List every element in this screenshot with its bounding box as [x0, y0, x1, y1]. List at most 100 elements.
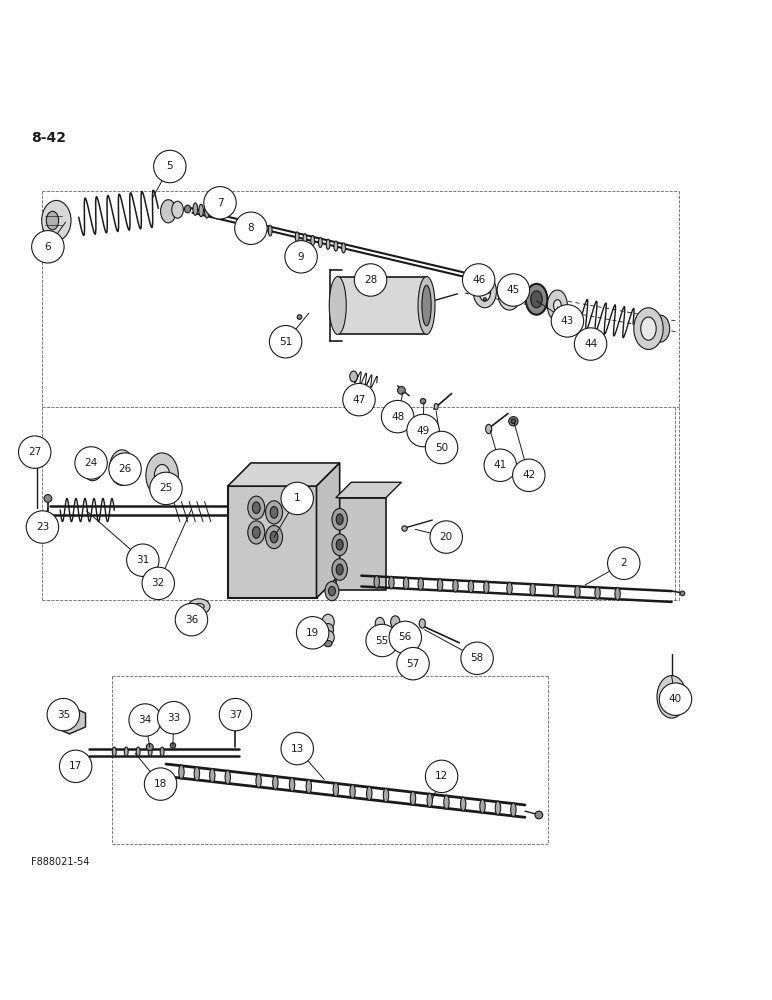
Text: 36: 36 [185, 615, 198, 625]
Ellipse shape [634, 308, 663, 349]
Ellipse shape [323, 624, 334, 636]
Circle shape [461, 642, 493, 674]
Circle shape [19, 436, 51, 468]
Ellipse shape [266, 525, 283, 549]
Ellipse shape [161, 200, 176, 223]
Ellipse shape [452, 580, 458, 592]
Ellipse shape [146, 744, 153, 751]
Text: 33: 33 [167, 713, 181, 723]
Ellipse shape [322, 614, 334, 630]
Ellipse shape [336, 564, 343, 575]
Ellipse shape [498, 278, 521, 310]
Ellipse shape [295, 232, 300, 242]
Ellipse shape [225, 770, 230, 784]
Ellipse shape [160, 747, 164, 756]
Ellipse shape [44, 495, 52, 502]
Ellipse shape [483, 282, 486, 285]
Text: 56: 56 [398, 632, 412, 642]
Text: 31: 31 [136, 555, 150, 565]
Ellipse shape [367, 786, 372, 800]
Circle shape [281, 482, 313, 515]
Circle shape [154, 150, 186, 183]
Bar [336, 498, 386, 590]
Ellipse shape [422, 285, 431, 326]
Ellipse shape [496, 801, 500, 815]
Ellipse shape [252, 527, 260, 538]
Ellipse shape [411, 791, 415, 805]
Ellipse shape [195, 603, 204, 610]
Ellipse shape [170, 743, 175, 748]
Ellipse shape [530, 583, 535, 596]
Text: 20: 20 [439, 532, 453, 542]
Text: 48: 48 [391, 412, 405, 422]
Ellipse shape [487, 290, 490, 293]
Ellipse shape [324, 641, 332, 647]
Text: 2: 2 [621, 558, 627, 568]
Ellipse shape [479, 290, 482, 293]
Circle shape [425, 431, 458, 464]
Ellipse shape [252, 222, 256, 232]
Text: 8: 8 [248, 223, 254, 233]
Text: 57: 57 [406, 659, 420, 669]
Ellipse shape [680, 591, 685, 596]
Text: 58: 58 [470, 653, 484, 663]
Ellipse shape [383, 788, 388, 802]
Text: 41: 41 [493, 460, 507, 470]
Circle shape [366, 624, 398, 657]
Text: 5: 5 [167, 161, 173, 171]
Circle shape [513, 459, 545, 492]
Ellipse shape [554, 300, 561, 311]
Ellipse shape [553, 585, 558, 597]
Ellipse shape [333, 783, 338, 797]
Ellipse shape [506, 582, 513, 595]
Circle shape [551, 305, 584, 337]
Polygon shape [228, 463, 340, 486]
Circle shape [574, 328, 607, 360]
Ellipse shape [526, 284, 547, 315]
Circle shape [659, 683, 692, 715]
Ellipse shape [112, 747, 116, 756]
Ellipse shape [188, 599, 210, 614]
Text: 46: 46 [472, 275, 486, 285]
Circle shape [75, 447, 107, 479]
Ellipse shape [419, 619, 425, 628]
Ellipse shape [437, 579, 442, 591]
Ellipse shape [266, 501, 283, 524]
Ellipse shape [468, 580, 473, 593]
Text: 35: 35 [56, 710, 70, 720]
Circle shape [430, 521, 462, 553]
Text: 40: 40 [669, 694, 682, 704]
Text: 47: 47 [352, 395, 366, 405]
Ellipse shape [332, 559, 347, 580]
Ellipse shape [185, 205, 191, 213]
Text: 42: 42 [522, 470, 536, 480]
Ellipse shape [398, 387, 405, 394]
Ellipse shape [594, 587, 601, 599]
Text: 34: 34 [138, 715, 152, 725]
Text: 25: 25 [159, 483, 173, 493]
Text: 51: 51 [279, 337, 293, 347]
Ellipse shape [486, 424, 492, 434]
Ellipse shape [245, 220, 249, 231]
Ellipse shape [547, 290, 567, 321]
Circle shape [142, 567, 174, 600]
Ellipse shape [306, 780, 311, 793]
Ellipse shape [237, 218, 241, 229]
Text: 17: 17 [69, 761, 83, 771]
Ellipse shape [375, 617, 384, 630]
Circle shape [175, 603, 208, 636]
Polygon shape [317, 463, 340, 598]
Circle shape [497, 274, 530, 306]
Circle shape [235, 212, 267, 244]
Ellipse shape [479, 799, 485, 813]
Ellipse shape [260, 223, 264, 234]
Ellipse shape [248, 496, 265, 519]
Ellipse shape [326, 239, 330, 249]
Ellipse shape [42, 200, 71, 241]
Text: 27: 27 [28, 447, 42, 457]
Ellipse shape [171, 201, 183, 218]
Ellipse shape [148, 747, 152, 756]
Text: 49: 49 [416, 426, 430, 436]
Circle shape [109, 453, 141, 485]
Text: 8-42: 8-42 [31, 131, 66, 145]
